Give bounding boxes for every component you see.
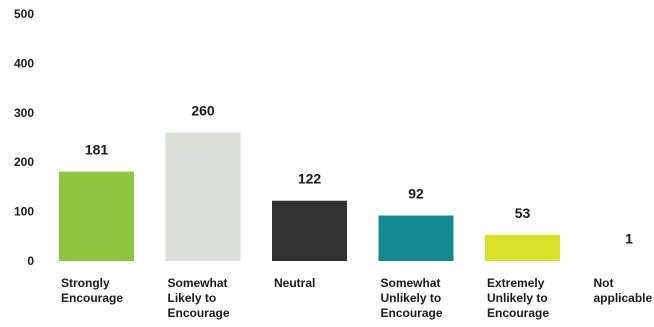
category-label-line: Encourage bbox=[61, 291, 123, 305]
data-label: 92 bbox=[408, 186, 424, 202]
category-label: Neutral bbox=[274, 276, 315, 290]
data-labels: 181 260 122 92 53 1 bbox=[85, 103, 633, 247]
bar bbox=[378, 215, 454, 261]
category-label-line: Encourage bbox=[487, 306, 549, 320]
category-label-line: Likely to bbox=[168, 291, 217, 305]
data-label: 260 bbox=[191, 103, 215, 119]
data-label: 1 bbox=[625, 231, 633, 247]
category-label-line: Unlikely to bbox=[381, 291, 442, 305]
data-label: 181 bbox=[85, 142, 109, 158]
category-label-line: Encourage bbox=[168, 306, 230, 320]
category-label-line: Somewhat bbox=[381, 276, 441, 290]
data-label: 53 bbox=[515, 205, 531, 221]
category-label-line: Strongly bbox=[61, 276, 110, 290]
category-label-line: Extremely bbox=[487, 276, 545, 290]
category-label-line: Encourage bbox=[381, 306, 443, 320]
category-label: Somewhat Likely to Encourage bbox=[168, 276, 230, 320]
y-tick-label: 400 bbox=[14, 56, 34, 70]
bar bbox=[272, 200, 347, 261]
y-tick-label: 0 bbox=[27, 254, 34, 268]
bar bbox=[485, 234, 560, 261]
data-label: 122 bbox=[298, 171, 322, 187]
y-tick-label: 300 bbox=[14, 106, 34, 120]
y-axis: 0 100 200 300 400 500 bbox=[14, 7, 34, 268]
bars bbox=[59, 132, 654, 261]
category-label-line: Neutral bbox=[274, 276, 315, 290]
category-label: Extremely Unlikely to Encourage bbox=[487, 276, 549, 320]
bar bbox=[165, 132, 241, 261]
category-label: Somewhat Unlikely to Encourage bbox=[381, 276, 443, 320]
category-label-line: Somewhat bbox=[168, 276, 228, 290]
category-label: Not applicable bbox=[594, 276, 653, 305]
category-label-line: applicable bbox=[594, 291, 653, 305]
y-tick-label: 100 bbox=[14, 205, 34, 219]
y-tick-label: 500 bbox=[14, 7, 34, 21]
category-label-line: Not bbox=[594, 276, 614, 290]
y-tick-label: 200 bbox=[14, 155, 34, 169]
bar bbox=[59, 171, 134, 261]
category-label-line: Unlikely to bbox=[487, 291, 548, 305]
category-label: Strongly Encourage bbox=[61, 276, 123, 305]
